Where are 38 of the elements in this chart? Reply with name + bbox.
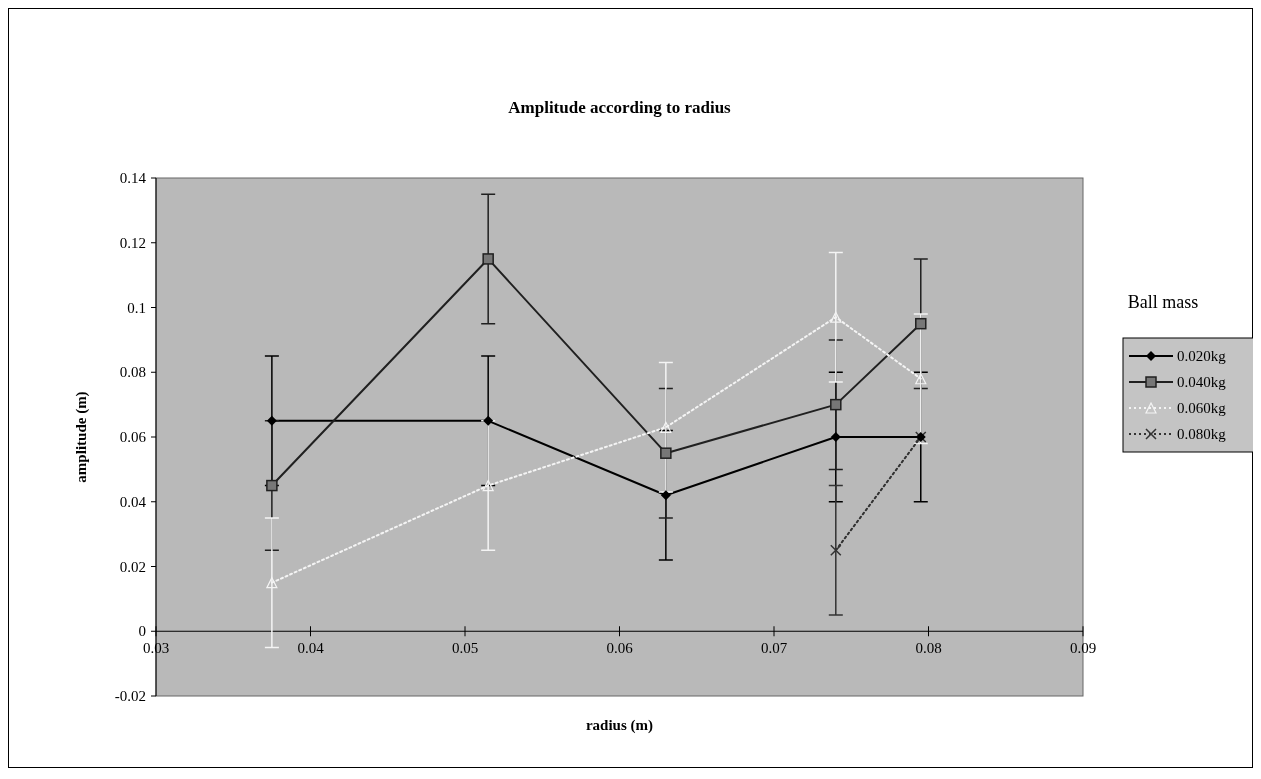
y-tick-label: 0.06 — [119, 429, 147, 445]
point — [830, 432, 841, 442]
point — [266, 415, 277, 426]
legend-label: 0.060kg — [1177, 400, 1227, 416]
x-tick-label: 0.07 — [760, 640, 788, 657]
y-tick-label: 0.08 — [119, 364, 146, 381]
point — [482, 253, 494, 265]
chart-title: Amplitude according to radius — [508, 98, 732, 117]
point — [266, 577, 278, 589]
y-tick-label: 0.14 — [119, 170, 147, 186]
legend-label: 0.080kg — [1177, 426, 1227, 442]
y-axis-title: amplitude (m) — [73, 391, 90, 483]
legend-label: 0.020kg — [1177, 348, 1227, 364]
legend-label: 0.040kg — [1177, 374, 1227, 390]
x-tick-label: 0.05 — [451, 640, 479, 657]
x-tick-label: 0.06 — [606, 640, 634, 657]
point — [830, 311, 842, 323]
point — [830, 544, 842, 557]
y-tick-label: 0 — [138, 623, 146, 640]
y-tick-label: 0.1 — [127, 299, 146, 316]
y-tick-label: 0.02 — [119, 558, 146, 575]
y-tick-label: -0.02 — [114, 688, 146, 704]
point — [482, 479, 494, 492]
point — [483, 415, 494, 426]
point — [915, 373, 927, 385]
point — [915, 317, 927, 330]
legend-title: Ball mass — [1127, 292, 1199, 312]
point — [266, 479, 278, 492]
point — [660, 447, 672, 459]
x-tick-label: 0.04 — [297, 640, 325, 657]
y-tick-label: 0.04 — [119, 493, 147, 510]
y-tick-label: 0.12 — [119, 234, 146, 251]
point — [830, 398, 842, 411]
point — [660, 421, 672, 433]
x-tick-label: 0.09 — [1069, 640, 1097, 657]
x-axis-title: radius (m) — [585, 717, 654, 734]
point — [660, 490, 671, 501]
x-tick-label: 0.08 — [915, 640, 942, 657]
